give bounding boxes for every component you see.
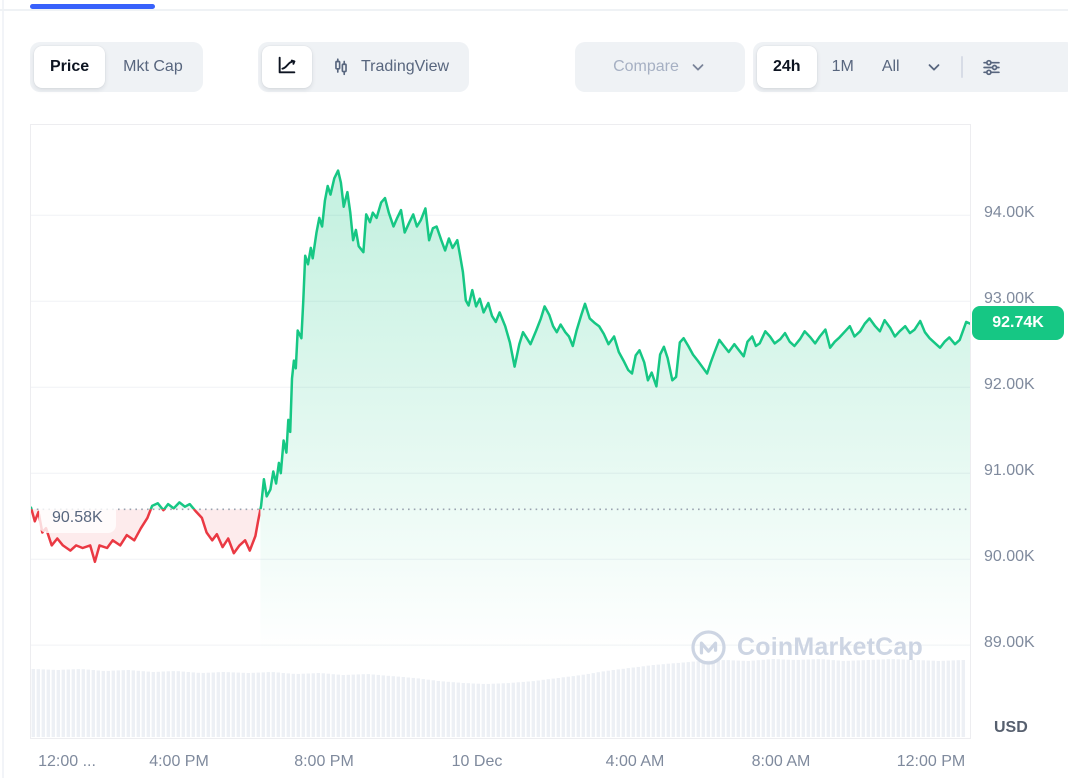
price-tab[interactable]: Price (34, 46, 106, 88)
x-axis-tick-label: 12:00 ... (38, 753, 96, 770)
x-axis-tick-label: 12:00 PM (896, 753, 966, 770)
page-left-border (2, 0, 4, 778)
x-axis-tick-label: 4:00 PM (149, 753, 209, 770)
y-axis-tick-label: 89.00K (984, 634, 1035, 651)
y-axis-tick-label: 90.00K (984, 548, 1035, 565)
candlestick-icon (330, 56, 352, 78)
tradingview-type-button[interactable]: TradingView (314, 46, 465, 88)
chart-settings-button[interactable] (971, 46, 1012, 88)
range-24h-button[interactable]: 24h (757, 46, 817, 88)
baseline-price-label: 90.58K (39, 503, 116, 533)
time-range-toggle: 24h 1M All (753, 42, 1068, 92)
coinmarketcap-logo-icon (689, 628, 728, 667)
y-axis-tick-label: 92.00K (984, 376, 1035, 393)
metric-toggle: Price Mkt Cap (30, 42, 203, 92)
mktcap-tab[interactable]: Mkt Cap (107, 46, 199, 88)
chevron-down-icon (925, 58, 943, 76)
compare-button[interactable]: Compare (575, 42, 745, 92)
x-axis-tick-label: 4:00 AM (605, 753, 665, 770)
range-all-button[interactable]: All (869, 46, 913, 88)
line-chart-type-button[interactable] (262, 46, 312, 88)
chart-plot-area[interactable]: 90.58K CoinMarketCap (30, 124, 971, 739)
watermark-text: CoinMarketCap (737, 633, 923, 661)
tradingview-label: TradingView (361, 58, 450, 75)
x-axis-tick-label: 10 Dec (451, 753, 503, 770)
active-tab-indicator (30, 4, 155, 9)
compare-label: Compare (613, 58, 679, 75)
currency-label: USD (994, 719, 1028, 736)
chevron-down-icon (689, 58, 707, 76)
current-price-badge: 92.74K (972, 306, 1064, 340)
range-1m-button[interactable]: 1M (819, 46, 867, 88)
sliders-icon (981, 57, 1002, 78)
x-axis-tick-label: 8:00 PM (294, 753, 354, 770)
tabs-divider (0, 9, 1068, 11)
chart-type-toggle: TradingView (258, 42, 470, 92)
x-axis-tick-label: 8:00 AM (751, 753, 811, 770)
y-axis-tick-label: 93.00K (984, 290, 1035, 307)
toolbar-divider (960, 56, 963, 78)
coinmarketcap-watermark: CoinMarketCap (689, 628, 923, 667)
y-axis-tick-label: 94.00K (984, 204, 1035, 221)
more-ranges-button[interactable] (915, 46, 953, 88)
line-chart-icon (276, 54, 298, 81)
price-line-chart (31, 169, 970, 738)
y-axis-tick-label: 91.00K (984, 462, 1035, 479)
